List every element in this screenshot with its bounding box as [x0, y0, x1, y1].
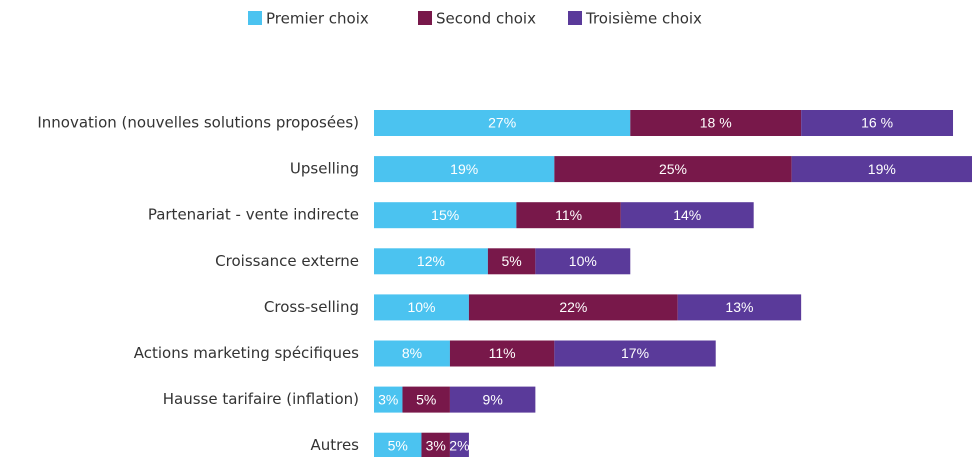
value-label: 27% [488, 115, 516, 131]
bar-segment [449, 432, 469, 457]
value-label: 5% [502, 253, 522, 269]
value-label: 17% [621, 345, 649, 361]
legend-label: Troisième choix [585, 10, 702, 28]
value-label: 14% [673, 207, 701, 223]
bar-segment [630, 110, 802, 136]
value-label: 8% [402, 345, 422, 361]
bar-segment [374, 202, 517, 229]
bar-segment [554, 156, 792, 183]
legend-label: Premier choix [266, 10, 369, 28]
category-label: Hausse tarifaire (inflation) [163, 390, 359, 408]
legend-swatch [568, 11, 582, 25]
bar-segment [374, 156, 555, 183]
category-label: Autres [310, 436, 359, 454]
bar-segment [449, 386, 536, 413]
bar-segment [374, 248, 488, 275]
value-label: 19% [868, 161, 896, 177]
category-label: Innovation (nouvelles solutions proposée… [37, 114, 359, 132]
value-label: 11% [489, 345, 516, 361]
category-label: Cross-selling [264, 298, 359, 316]
bar-segment [421, 432, 450, 457]
bar-segment [535, 248, 631, 275]
bar-segment [374, 110, 631, 136]
value-label: 13% [725, 299, 753, 315]
value-label: 25% [659, 161, 687, 177]
bar-segment [402, 386, 450, 413]
legend-swatch [248, 11, 262, 25]
value-label: 18 % [700, 115, 732, 131]
bar-segment [374, 386, 403, 413]
value-label: 15% [431, 207, 459, 223]
bar-segment [449, 340, 555, 367]
bar-segment [554, 340, 716, 367]
bar-segment [791, 156, 972, 183]
category-label: Upselling [290, 160, 359, 178]
bar-segment [487, 248, 536, 275]
bar-segment [677, 294, 802, 321]
value-label: 2% [449, 437, 469, 453]
category-label: Croissance externe [215, 252, 359, 270]
value-label: 5% [416, 391, 436, 407]
value-label: 3% [378, 391, 398, 407]
value-label: 22% [559, 299, 587, 315]
value-label: 12% [417, 253, 445, 269]
value-label: 3% [426, 437, 446, 453]
bar-segment [374, 294, 469, 321]
legend-label: Second choix [436, 10, 536, 28]
bar-segment [620, 202, 754, 229]
legend-swatch [418, 11, 432, 25]
bar-segment [374, 432, 422, 457]
bar-segment [374, 340, 450, 367]
bar-segment [468, 294, 678, 321]
bar-segment [516, 202, 621, 229]
category-label: Partenariat - vente indirecte [148, 206, 359, 224]
value-label: 10% [407, 299, 435, 315]
value-label: 9% [483, 391, 503, 407]
value-label: 19% [450, 161, 478, 177]
value-label: 5% [388, 437, 408, 453]
bar-segment [801, 110, 954, 136]
value-label: 10% [569, 253, 597, 269]
value-label: 16 % [861, 115, 893, 131]
category-label: Actions marketing spécifiques [134, 344, 359, 362]
value-label: 11% [555, 207, 582, 223]
